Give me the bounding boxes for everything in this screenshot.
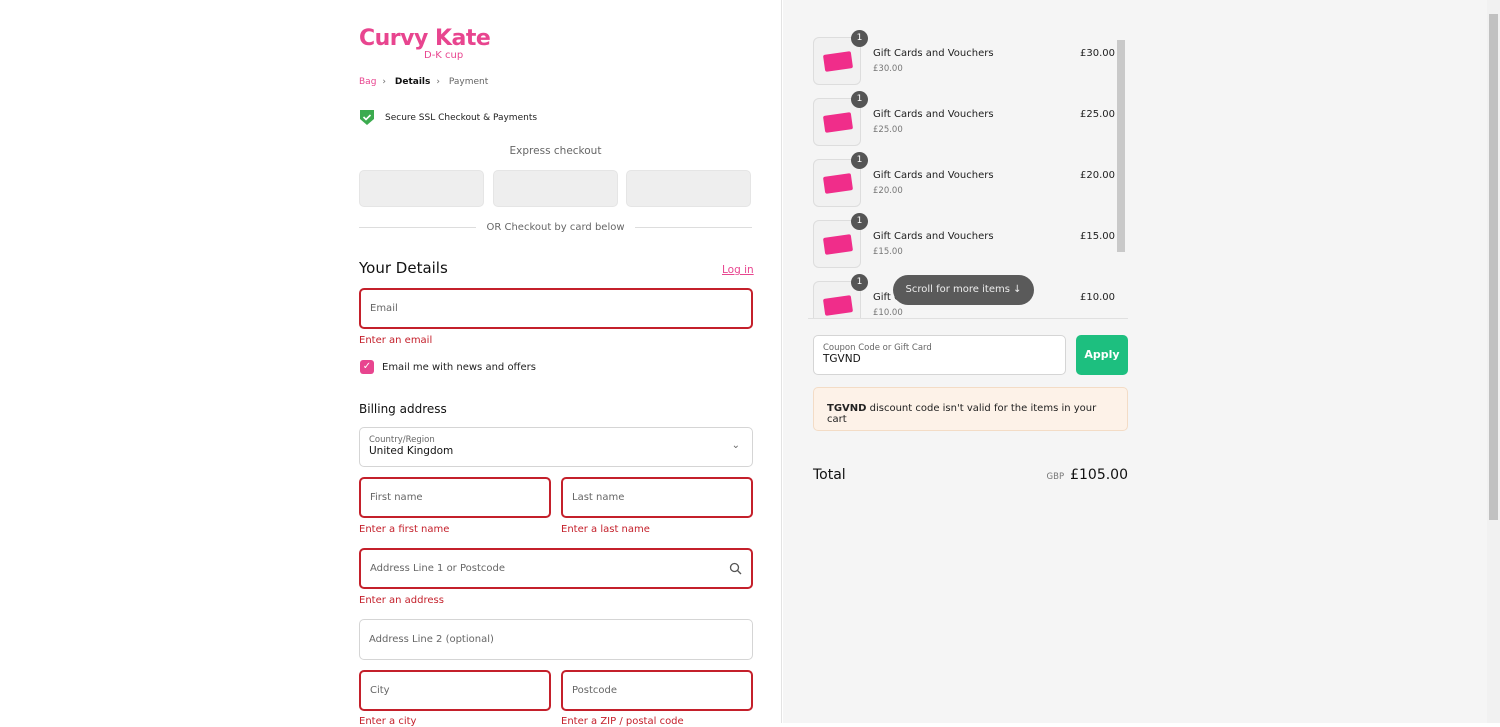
apply-button[interactable]: Apply: [1076, 335, 1128, 375]
total-value: GBP £105.00: [1047, 467, 1128, 483]
search-icon[interactable]: [729, 562, 742, 575]
breadcrumb-payment: Payment: [448, 77, 489, 87]
last-name-placeholder: Last name: [572, 492, 625, 503]
quantity-badge: 1: [851, 152, 868, 169]
ssl-notice: Secure SSL Checkout & Payments: [359, 109, 537, 126]
scroll-more-hint[interactable]: Scroll for more items ↓: [893, 275, 1034, 305]
item-price: £10.00: [1080, 292, 1115, 303]
email-error: Enter an email: [359, 335, 433, 346]
express-pay-button-3[interactable]: [626, 170, 751, 207]
express-pay-button-1[interactable]: [359, 170, 484, 207]
gift-card-thumbnail: [813, 98, 861, 146]
email-input[interactable]: Email: [359, 288, 753, 329]
or-divider: OR Checkout by card below: [359, 222, 752, 233]
brand-tagline: D-K cup: [424, 50, 464, 61]
newsletter-checkbox[interactable]: ✓: [360, 360, 374, 374]
item-name: Gift Cards and Vouchers: [873, 170, 994, 181]
cart-item: 1 Gift Cards and Vouchers £25.00 £25.00: [813, 91, 1115, 148]
city-input[interactable]: City: [359, 670, 551, 711]
city-placeholder: City: [370, 685, 390, 696]
coupon-error-banner: TGVND discount code isn't valid for the …: [813, 387, 1128, 431]
address2-input[interactable]: Address Line 2 (optional): [359, 619, 753, 660]
quantity-badge: 1: [851, 274, 868, 291]
address1-placeholder: Address Line 1 or Postcode: [370, 563, 506, 574]
last-name-input[interactable]: Last name: [561, 477, 753, 518]
cart-items-list[interactable]: 1 Gift Cards and Vouchers £30.00 £30.00 …: [808, 30, 1128, 319]
item-price: £20.00: [1080, 170, 1115, 181]
country-value: United Kingdom: [369, 445, 454, 457]
city-error: Enter a city: [359, 716, 417, 727]
billing-title: Billing address: [359, 402, 447, 416]
first-name-placeholder: First name: [370, 492, 423, 503]
total-label: Total: [813, 467, 846, 483]
postcode-placeholder: Postcode: [572, 685, 618, 696]
breadcrumb-bag[interactable]: Bag: [359, 77, 377, 87]
country-select[interactable]: Country/Region United Kingdom ⌄: [359, 427, 753, 467]
gift-card-thumbnail: [813, 37, 861, 85]
currency: GBP: [1046, 472, 1065, 482]
or-text: OR Checkout by card below: [486, 222, 625, 233]
chevron-right-icon: ›: [382, 77, 387, 87]
item-variant: £10.00: [873, 308, 903, 318]
postcode-error: Enter a ZIP / postal code: [561, 716, 684, 727]
address1-error: Enter an address: [359, 595, 444, 606]
page-scrollbar[interactable]: [1487, 0, 1500, 723]
login-link[interactable]: Log in: [722, 264, 754, 276]
email-placeholder: Email: [370, 303, 398, 314]
coupon-value: TGVND: [823, 353, 861, 365]
gift-card-thumbnail: [813, 220, 861, 268]
your-details-title: Your Details: [359, 259, 448, 277]
coupon-error-text: discount code isn't valid for the items …: [827, 403, 1097, 425]
total-amount: £105.00: [1070, 467, 1128, 483]
cart-scrollbar[interactable]: [1117, 40, 1125, 252]
item-variant: £20.00: [873, 186, 903, 196]
checkout-form-panel: [781, 0, 782, 723]
coupon-input[interactable]: Coupon Code or Gift Card TGVND: [813, 335, 1066, 375]
cart-item: 1 Gift Cards and Vouchers £15.00 £15.00: [813, 213, 1115, 270]
coupon-code: TGVND: [827, 403, 867, 414]
address2-placeholder: Address Line 2 (optional): [369, 634, 494, 645]
address1-input[interactable]: Address Line 1 or Postcode: [359, 548, 753, 589]
brand-logo[interactable]: Curvy Kate: [359, 26, 491, 51]
last-name-error: Enter a last name: [561, 524, 650, 535]
breadcrumb-details: Details: [394, 77, 431, 87]
item-price: £15.00: [1080, 231, 1115, 242]
country-label: Country/Region: [369, 435, 435, 445]
quantity-badge: 1: [851, 30, 868, 47]
item-price: £25.00: [1080, 109, 1115, 120]
item-variant: £15.00: [873, 247, 903, 257]
breadcrumb: Bag › Details › Payment: [359, 77, 494, 87]
item-variant: £30.00: [873, 64, 903, 74]
item-name: Gift Cards and Vouchers: [873, 48, 994, 59]
ssl-text: Secure SSL Checkout & Payments: [385, 112, 538, 123]
express-pay-button-2[interactable]: [493, 170, 618, 207]
quantity-badge: 1: [851, 213, 868, 230]
coupon-label: Coupon Code or Gift Card: [823, 343, 932, 353]
item-variant: £25.00: [873, 125, 903, 135]
shield-check-icon: [360, 110, 374, 125]
quantity-badge: 1: [851, 91, 868, 108]
item-name: Gift Cards and Vouchers: [873, 109, 994, 120]
newsletter-label: Email me with news and offers: [382, 362, 536, 373]
item-price: £30.00: [1080, 48, 1115, 59]
first-name-input[interactable]: First name: [359, 477, 551, 518]
chevron-down-icon: ⌄: [731, 440, 740, 451]
postcode-input[interactable]: Postcode: [561, 670, 753, 711]
express-checkout-label: Express checkout: [509, 145, 602, 157]
cart-item: 1 Gift Cards and Vouchers £30.00 £30.00: [813, 30, 1115, 87]
item-name: Gift Cards and Vouchers: [873, 231, 994, 242]
gift-card-thumbnail: [813, 159, 861, 207]
first-name-error: Enter a first name: [359, 524, 450, 535]
cart-item: 1 Gift Cards and Vouchers £20.00 £20.00: [813, 152, 1115, 209]
chevron-right-icon: ›: [436, 77, 440, 87]
